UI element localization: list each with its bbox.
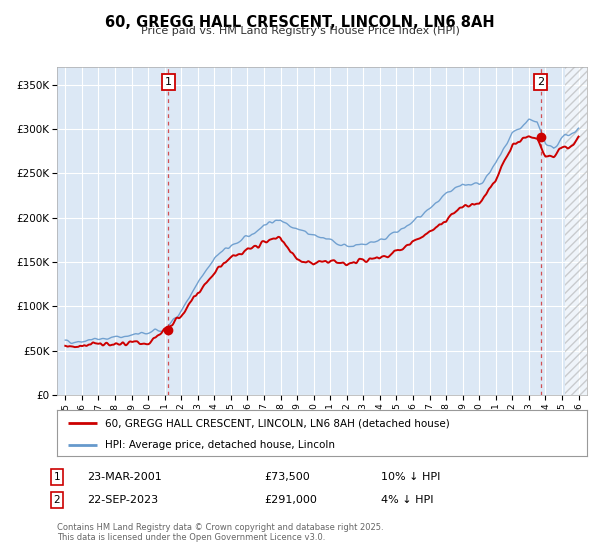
Text: 60, GREGG HALL CRESCENT, LINCOLN, LN6 8AH: 60, GREGG HALL CRESCENT, LINCOLN, LN6 8A…	[105, 15, 495, 30]
Text: 1: 1	[53, 472, 61, 482]
Text: 60, GREGG HALL CRESCENT, LINCOLN, LN6 8AH (detached house): 60, GREGG HALL CRESCENT, LINCOLN, LN6 8A…	[104, 418, 449, 428]
Text: 10% ↓ HPI: 10% ↓ HPI	[381, 472, 440, 482]
Text: 4% ↓ HPI: 4% ↓ HPI	[381, 495, 433, 505]
Text: 23-MAR-2001: 23-MAR-2001	[87, 472, 162, 482]
Text: HPI: Average price, detached house, Lincoln: HPI: Average price, detached house, Linc…	[104, 440, 335, 450]
Text: £73,500: £73,500	[264, 472, 310, 482]
Text: £291,000: £291,000	[264, 495, 317, 505]
Text: Price paid vs. HM Land Registry's House Price Index (HPI): Price paid vs. HM Land Registry's House …	[140, 26, 460, 36]
Text: 2: 2	[537, 77, 544, 87]
Text: 1: 1	[165, 77, 172, 87]
Text: 2: 2	[53, 495, 61, 505]
Bar	[565, 67, 587, 395]
Text: Contains HM Land Registry data © Crown copyright and database right 2025.
This d: Contains HM Land Registry data © Crown c…	[57, 523, 383, 543]
Text: 22-SEP-2023: 22-SEP-2023	[87, 495, 158, 505]
